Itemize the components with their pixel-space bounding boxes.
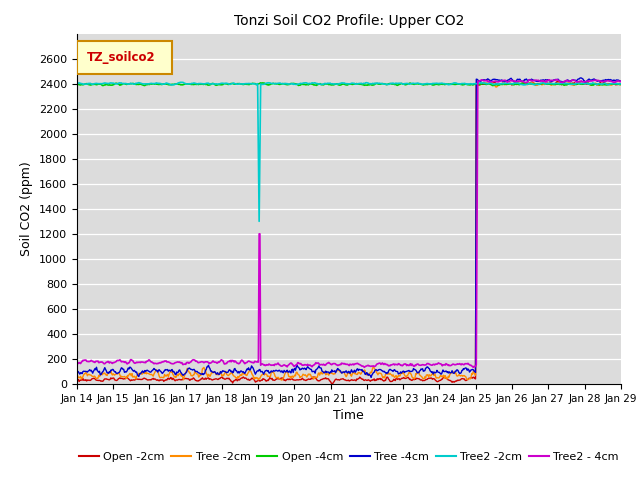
Y-axis label: Soil CO2 (ppm): Soil CO2 (ppm): [20, 161, 33, 256]
Legend: Open -2cm, Tree -2cm, Open -4cm, Tree -4cm, Tree2 -2cm, Tree2 - 4cm: Open -2cm, Tree -2cm, Open -4cm, Tree -4…: [74, 447, 623, 466]
X-axis label: Time: Time: [333, 409, 364, 422]
FancyBboxPatch shape: [77, 41, 172, 74]
Text: TZ_soilco2: TZ_soilco2: [86, 51, 156, 64]
Title: Tonzi Soil CO2 Profile: Upper CO2: Tonzi Soil CO2 Profile: Upper CO2: [234, 14, 464, 28]
